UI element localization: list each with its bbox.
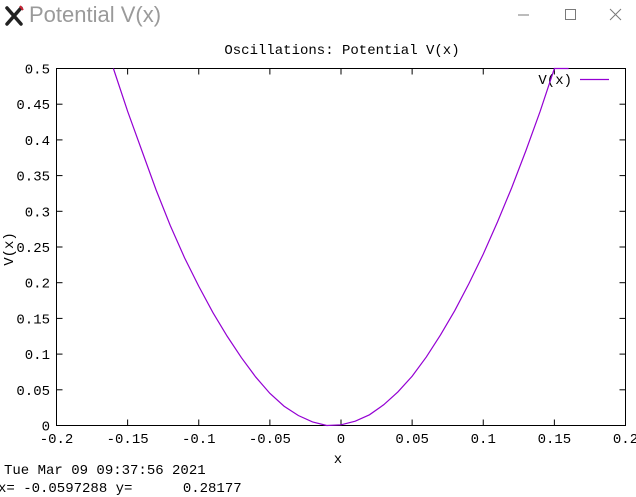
x-axis-label: x [334,452,342,463]
minimize-button[interactable] [500,0,546,30]
status-date: Tue Mar 09 09:37:56 2021 [4,463,206,479]
x-tick-label: -0.2 [40,432,74,448]
y-tick-label: 0.45 [16,98,50,114]
x-tick-label: -0.15 [107,432,149,448]
x-axis: -0.2 -0.15 -0.1 -0.05 0 0.05 0.1 0.15 0.2 [40,68,636,448]
x-tick-label: 0.05 [395,432,429,448]
title-bar: Potential V(x) [0,0,636,31]
y-tick-label: 0.35 [16,170,50,186]
y-tick-label: 0.05 [16,384,50,400]
plot-area[interactable]: Oscillations: Potential V(x) -0.2 -0.15 -0… [0,31,636,463]
series-layer [112,67,569,427]
y-axis-label: V(x) [2,232,18,266]
y-tick-label: 0.5 [25,63,50,79]
maximize-icon [565,9,576,20]
window-title: Potential V(x) [29,2,162,27]
chart-title: Oscillations: Potential V(x) [224,43,459,59]
close-icon [609,8,622,21]
x-tick-label: 0.1 [471,432,496,448]
y-tick-label: 0.4 [25,134,50,150]
mouse-coordinates: x= -0.0597288 y= 0.28177 [0,481,242,497]
plot-frame [56,68,626,426]
maximize-button[interactable] [546,0,592,30]
y-tick-label: 0.3 [25,205,50,221]
legend-label-vx: V(x) [538,73,572,89]
x-tick-label: -0.05 [249,432,291,448]
x-tick-label: 0.15 [538,432,572,448]
series-line-vx [112,67,569,427]
y-axis: 0 0.05 0.1 0.15 0.2 0.25 0.3 0.35 0.4 0.45 0.5 [16,63,626,436]
y-tick-label: 0.25 [16,241,50,257]
minimize-icon [518,14,529,16]
legend: V(x) [538,73,609,89]
y-tick-label: 0.1 [25,348,50,364]
y-tick-label: 0.15 [16,312,50,328]
x-tick-label: -0.1 [182,432,216,448]
x11-x-icon [5,5,24,26]
x-tick-label: 0.2 [613,432,636,448]
y-tick-label: 0.2 [25,277,50,293]
close-button[interactable] [592,0,636,30]
x-tick-label: 0 [337,432,345,448]
y-tick-label: 0 [42,420,50,436]
